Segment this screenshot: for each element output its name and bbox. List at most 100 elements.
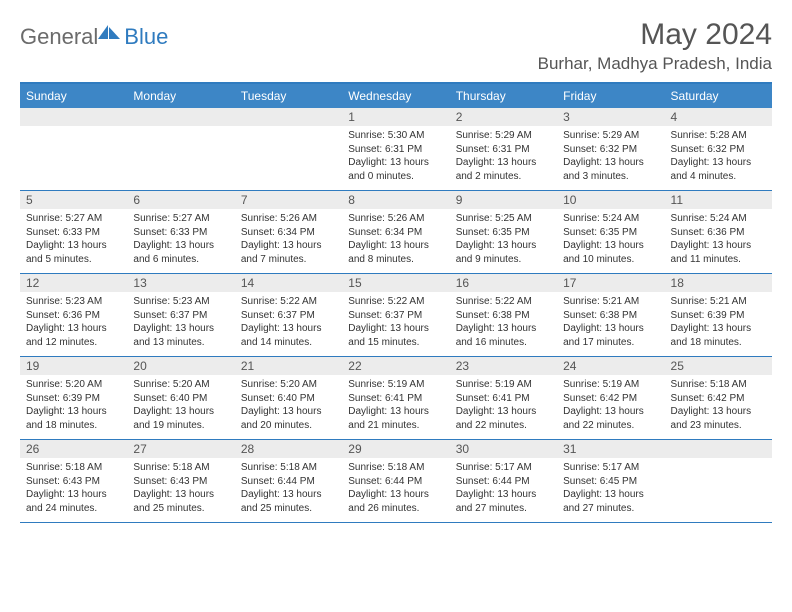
day-info: Sunrise: 5:21 AMSunset: 6:39 PMDaylight:… [665,292,772,353]
day-cell: 26Sunrise: 5:18 AMSunset: 6:43 PMDayligh… [20,440,127,522]
daylight-line: Daylight: 13 hours and 13 minutes. [133,322,228,349]
daylight-line: Daylight: 13 hours and 8 minutes. [348,239,443,266]
sunset-line: Sunset: 6:31 PM [348,143,443,157]
day-number: 14 [235,274,342,292]
daylight-line: Daylight: 13 hours and 26 minutes. [348,488,443,515]
day-number [665,440,772,458]
day-cell: 20Sunrise: 5:20 AMSunset: 6:40 PMDayligh… [127,357,234,439]
day-cell: 28Sunrise: 5:18 AMSunset: 6:44 PMDayligh… [235,440,342,522]
day-number: 3 [557,108,664,126]
sunrise-line: Sunrise: 5:22 AM [456,295,551,309]
day-cell: 16Sunrise: 5:22 AMSunset: 6:38 PMDayligh… [450,274,557,356]
day-cell: 4Sunrise: 5:28 AMSunset: 6:32 PMDaylight… [665,108,772,190]
sunrise-line: Sunrise: 5:23 AM [133,295,228,309]
day-info: Sunrise: 5:18 AMSunset: 6:42 PMDaylight:… [665,375,772,436]
day-cell: 9Sunrise: 5:25 AMSunset: 6:35 PMDaylight… [450,191,557,273]
daylight-line: Daylight: 13 hours and 18 minutes. [26,405,121,432]
daylight-line: Daylight: 13 hours and 2 minutes. [456,156,551,183]
sunset-line: Sunset: 6:37 PM [241,309,336,323]
sunset-line: Sunset: 6:41 PM [348,392,443,406]
sunrise-line: Sunrise: 5:26 AM [241,212,336,226]
day-info: Sunrise: 5:18 AMSunset: 6:43 PMDaylight:… [20,458,127,519]
day-info: Sunrise: 5:19 AMSunset: 6:41 PMDaylight:… [342,375,449,436]
sunset-line: Sunset: 6:45 PM [563,475,658,489]
sunrise-line: Sunrise: 5:21 AM [671,295,766,309]
day-number: 25 [665,357,772,375]
sunset-line: Sunset: 6:41 PM [456,392,551,406]
day-cell: 8Sunrise: 5:26 AMSunset: 6:34 PMDaylight… [342,191,449,273]
day-cell: 31Sunrise: 5:17 AMSunset: 6:45 PMDayligh… [557,440,664,522]
sunset-line: Sunset: 6:36 PM [26,309,121,323]
daylight-line: Daylight: 13 hours and 22 minutes. [563,405,658,432]
day-info: Sunrise: 5:17 AMSunset: 6:45 PMDaylight:… [557,458,664,519]
day-info: Sunrise: 5:27 AMSunset: 6:33 PMDaylight:… [20,209,127,270]
sunrise-line: Sunrise: 5:27 AM [133,212,228,226]
sunset-line: Sunset: 6:34 PM [241,226,336,240]
sunset-line: Sunset: 6:31 PM [456,143,551,157]
day-header: Saturday [665,84,772,108]
day-number: 30 [450,440,557,458]
day-number: 22 [342,357,449,375]
day-info: Sunrise: 5:17 AMSunset: 6:44 PMDaylight:… [450,458,557,519]
sunrise-line: Sunrise: 5:28 AM [671,129,766,143]
sunset-line: Sunset: 6:42 PM [563,392,658,406]
day-info: Sunrise: 5:26 AMSunset: 6:34 PMDaylight:… [235,209,342,270]
day-number: 9 [450,191,557,209]
day-cell: 12Sunrise: 5:23 AMSunset: 6:36 PMDayligh… [20,274,127,356]
day-number: 26 [20,440,127,458]
day-info: Sunrise: 5:20 AMSunset: 6:40 PMDaylight:… [235,375,342,436]
logo-text-1: General [20,24,98,50]
day-cell: 22Sunrise: 5:19 AMSunset: 6:41 PMDayligh… [342,357,449,439]
day-cell: 1Sunrise: 5:30 AMSunset: 6:31 PMDaylight… [342,108,449,190]
daylight-line: Daylight: 13 hours and 17 minutes. [563,322,658,349]
sunset-line: Sunset: 6:32 PM [671,143,766,157]
day-number: 2 [450,108,557,126]
sunset-line: Sunset: 6:38 PM [563,309,658,323]
daylight-line: Daylight: 13 hours and 19 minutes. [133,405,228,432]
daylight-line: Daylight: 13 hours and 27 minutes. [563,488,658,515]
sunset-line: Sunset: 6:39 PM [671,309,766,323]
day-info: Sunrise: 5:24 AMSunset: 6:36 PMDaylight:… [665,209,772,270]
day-info: Sunrise: 5:22 AMSunset: 6:37 PMDaylight:… [342,292,449,353]
day-number: 16 [450,274,557,292]
day-info: Sunrise: 5:25 AMSunset: 6:35 PMDaylight:… [450,209,557,270]
sunrise-line: Sunrise: 5:18 AM [26,461,121,475]
sunrise-line: Sunrise: 5:26 AM [348,212,443,226]
sunset-line: Sunset: 6:35 PM [456,226,551,240]
day-number: 7 [235,191,342,209]
daylight-line: Daylight: 13 hours and 22 minutes. [456,405,551,432]
daylight-line: Daylight: 13 hours and 23 minutes. [671,405,766,432]
day-number: 13 [127,274,234,292]
sunrise-line: Sunrise: 5:29 AM [456,129,551,143]
day-number: 10 [557,191,664,209]
day-cell: 17Sunrise: 5:21 AMSunset: 6:38 PMDayligh… [557,274,664,356]
day-number: 28 [235,440,342,458]
day-number: 8 [342,191,449,209]
daylight-line: Daylight: 13 hours and 18 minutes. [671,322,766,349]
daylight-line: Daylight: 13 hours and 12 minutes. [26,322,121,349]
sunrise-line: Sunrise: 5:25 AM [456,212,551,226]
daylight-line: Daylight: 13 hours and 16 minutes. [456,322,551,349]
daylight-line: Daylight: 13 hours and 11 minutes. [671,239,766,266]
day-cell: 11Sunrise: 5:24 AMSunset: 6:36 PMDayligh… [665,191,772,273]
day-info: Sunrise: 5:18 AMSunset: 6:44 PMDaylight:… [235,458,342,519]
day-info: Sunrise: 5:22 AMSunset: 6:37 PMDaylight:… [235,292,342,353]
daylight-line: Daylight: 13 hours and 7 minutes. [241,239,336,266]
week-row: 1Sunrise: 5:30 AMSunset: 6:31 PMDaylight… [20,108,772,191]
day-header-row: SundayMondayTuesdayWednesdayThursdayFrid… [20,84,772,108]
day-number: 29 [342,440,449,458]
day-cell: 14Sunrise: 5:22 AMSunset: 6:37 PMDayligh… [235,274,342,356]
day-info: Sunrise: 5:24 AMSunset: 6:35 PMDaylight:… [557,209,664,270]
sunset-line: Sunset: 6:44 PM [456,475,551,489]
day-number: 18 [665,274,772,292]
day-number: 19 [20,357,127,375]
week-row: 5Sunrise: 5:27 AMSunset: 6:33 PMDaylight… [20,191,772,274]
day-header: Sunday [20,84,127,108]
week-row: 26Sunrise: 5:18 AMSunset: 6:43 PMDayligh… [20,440,772,523]
sunset-line: Sunset: 6:36 PM [671,226,766,240]
sunrise-line: Sunrise: 5:19 AM [563,378,658,392]
title-block: May 2024 Burhar, Madhya Pradesh, India [538,18,772,74]
day-cell: 7Sunrise: 5:26 AMSunset: 6:34 PMDaylight… [235,191,342,273]
day-header: Tuesday [235,84,342,108]
sunrise-line: Sunrise: 5:27 AM [26,212,121,226]
